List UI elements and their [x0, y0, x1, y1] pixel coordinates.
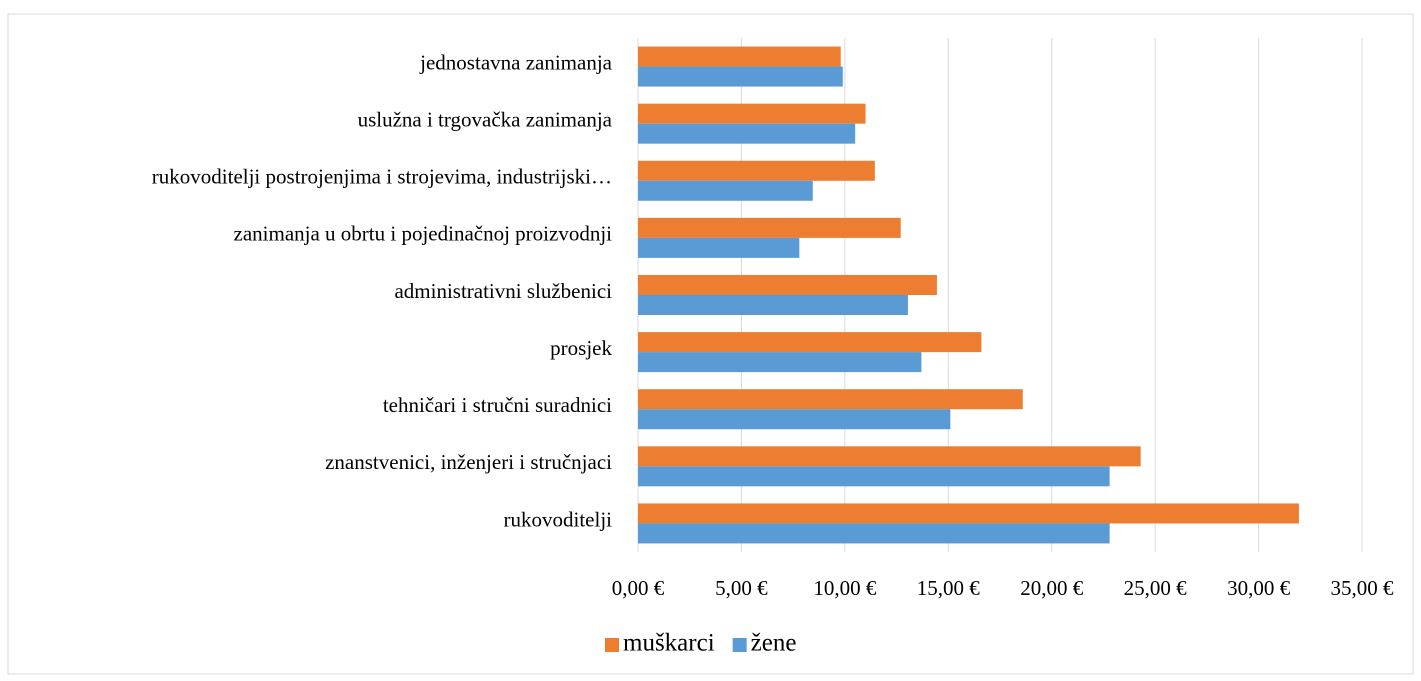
- bar: [638, 409, 951, 430]
- y-tick-label: jednostavna zanimanja: [419, 50, 613, 74]
- bar: [638, 103, 866, 124]
- y-tick-label: tehničari i stručni suradnici: [383, 393, 612, 417]
- x-tick-label: 30,00 €: [1227, 576, 1291, 600]
- x-tick-label: 10,00 €: [813, 576, 877, 600]
- legend-label: žene: [751, 630, 797, 657]
- bar: [638, 446, 1141, 467]
- x-tick-label: 15,00 €: [917, 576, 981, 600]
- bar: [638, 180, 813, 201]
- legend-label: muškarci: [623, 630, 715, 657]
- x-tick-label: 25,00 €: [1124, 576, 1188, 600]
- y-tick-label: rukovoditelji: [504, 507, 613, 531]
- bar: [638, 523, 1110, 544]
- bar: [638, 160, 875, 181]
- bar: [638, 217, 901, 238]
- bar: [638, 352, 922, 373]
- bar: [638, 503, 1299, 524]
- x-tick-label: 5,00 €: [715, 576, 768, 600]
- bar: [638, 389, 1023, 410]
- y-tick-label: uslužna i trgovačka zanimanja: [358, 107, 613, 131]
- bar: [638, 275, 937, 295]
- legend-swatch: [605, 638, 619, 652]
- bar: [638, 466, 1110, 487]
- bar: [638, 123, 856, 144]
- y-tick-label: zanimanja u obrtu i pojedinačnoj proizvo…: [234, 222, 613, 246]
- y-tick-label: administrativni službenici: [394, 279, 612, 303]
- y-tick-label: znanstvenici, inženjeri i stručnjaci: [325, 450, 612, 474]
- x-tick-label: 0,00 €: [612, 576, 665, 600]
- bar: [638, 66, 843, 87]
- chart-border: [7, 13, 1414, 675]
- x-tick-label: 20,00 €: [1020, 576, 1084, 600]
- legend-swatch: [732, 638, 747, 652]
- x-tick-label: 35,00 €: [1331, 576, 1395, 600]
- bar: [638, 237, 800, 258]
- y-tick-label: prosjek: [550, 336, 612, 360]
- bar: [638, 46, 841, 67]
- y-tick-label: rukovoditelji postrojenjima i strojevima…: [152, 165, 612, 189]
- bar: [638, 295, 908, 315]
- bar: [638, 332, 982, 353]
